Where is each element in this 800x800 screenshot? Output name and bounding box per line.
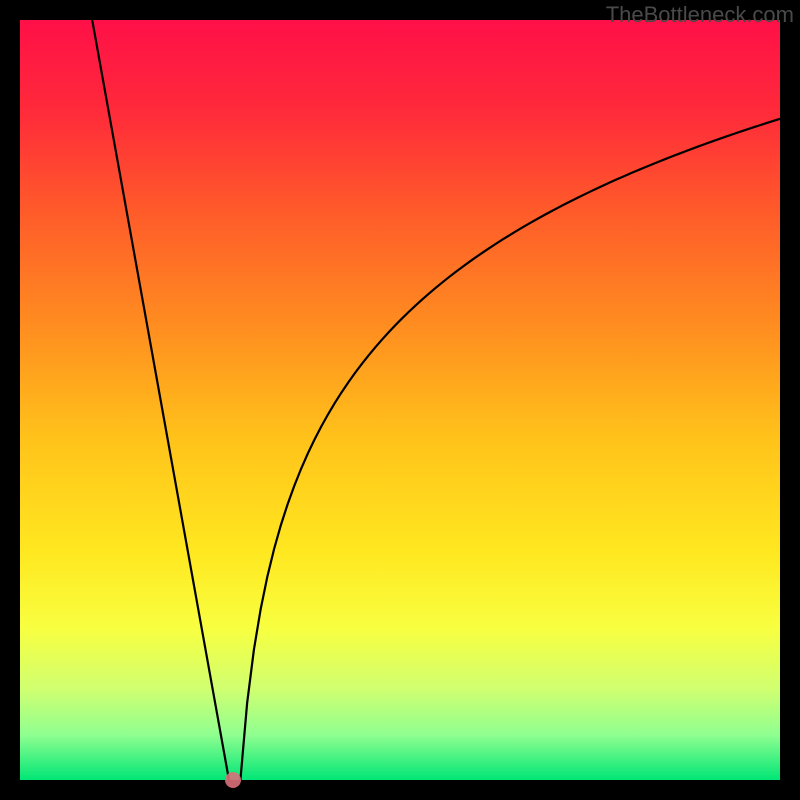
chart-outer-frame: TheBottleneck.com <box>0 0 800 800</box>
watermark-label: TheBottleneck.com <box>606 2 794 28</box>
optimal-point-marker <box>225 772 241 788</box>
gradient-background <box>20 20 780 780</box>
chart-plot-area <box>20 20 780 780</box>
bottleneck-curve <box>20 20 780 780</box>
